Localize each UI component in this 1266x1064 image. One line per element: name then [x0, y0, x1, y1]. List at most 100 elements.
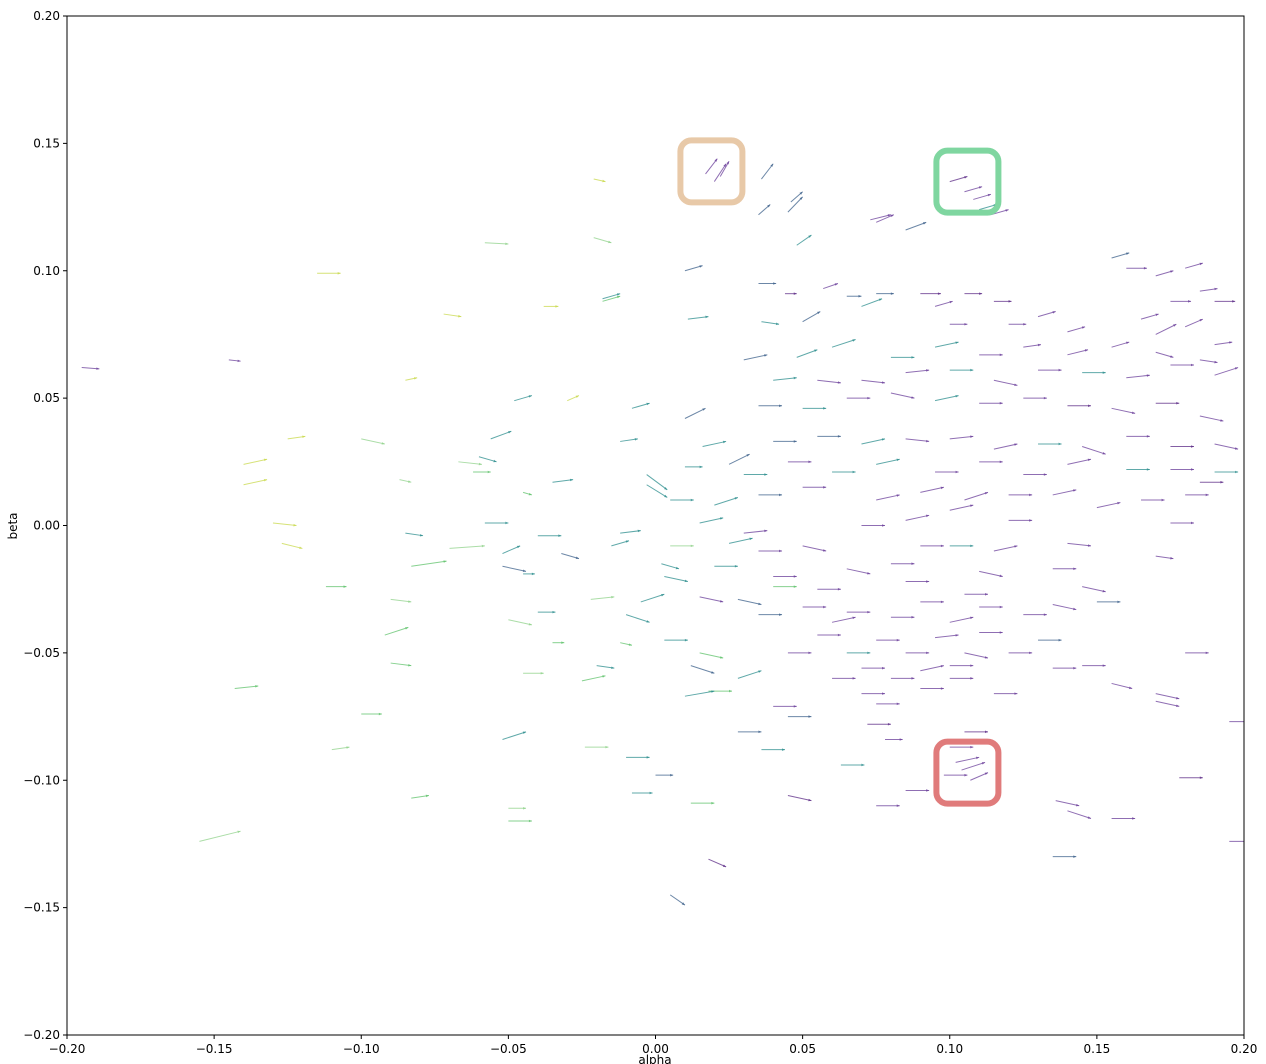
y-tick-label: 0.20: [33, 9, 60, 23]
quiver-arrow: [581, 675, 606, 682]
quiver-arrow: [602, 293, 621, 300]
quiver-arrow: [543, 305, 559, 308]
quiver-arrow: [390, 662, 412, 667]
quiver-arrow: [790, 191, 803, 203]
quiver-arrow: [890, 356, 915, 359]
quiver-arrow: [1037, 311, 1056, 318]
quiver-arrow: [1155, 270, 1174, 277]
quiver-arrow: [473, 470, 491, 474]
quiver-arrow: [1155, 693, 1180, 700]
quiver-arrow: [979, 353, 1003, 357]
quiver-arrow: [1155, 323, 1177, 335]
quiver-arrow: [684, 465, 703, 469]
quiver-arrow: [846, 651, 871, 655]
quiver-arrow: [234, 685, 259, 690]
quiver-arrow: [626, 756, 650, 759]
quiver-arrow: [1170, 468, 1194, 471]
quiver-arrow: [943, 773, 968, 777]
y-tick-label: −0.20: [23, 1028, 60, 1042]
y-tick-label: 0.05: [33, 391, 60, 405]
quiver-arrow: [596, 665, 615, 670]
quiver-arrow: [840, 763, 865, 767]
quiver-arrow: [949, 745, 974, 749]
quiver-arrow: [1008, 493, 1033, 497]
quiver-arrow: [949, 664, 974, 667]
quiver-arrow: [993, 379, 1018, 387]
x-tick-label: 0.05: [789, 1042, 816, 1056]
quiver-arrow: [758, 282, 777, 285]
quiver-arrow: [1126, 435, 1150, 438]
x-axis-label: alpha: [638, 1053, 671, 1064]
quiver-arrow: [399, 479, 412, 483]
quiver-arrow: [1214, 341, 1233, 346]
annotation-box: [933, 738, 1002, 807]
quiver-arrow: [867, 722, 891, 726]
quiver-arrow: [243, 479, 268, 486]
quiver-arrow: [1141, 498, 1165, 502]
quiver-arrow: [949, 368, 974, 372]
quiver-arrow: [1067, 326, 1086, 333]
quiver-arrow: [502, 565, 527, 572]
quiver-arrow: [684, 407, 706, 419]
quiver-arrow: [758, 549, 783, 553]
quiver-arrow: [1155, 401, 1180, 405]
y-tick-label: 0.15: [33, 136, 60, 150]
quiver-arrow: [876, 638, 900, 642]
quiver-arrow: [846, 568, 871, 575]
quiver-arrow: [1096, 600, 1121, 604]
quiver-arrow: [758, 613, 783, 616]
quiver-arrow: [523, 671, 544, 675]
x-tick-label: −0.05: [490, 1042, 527, 1056]
quiver-arrow: [920, 292, 941, 295]
quiver-arrow: [993, 300, 1012, 303]
quiver-arrow: [1096, 501, 1121, 509]
quiver-arrow: [817, 587, 841, 591]
quiver-arrow: [1111, 817, 1136, 820]
x-tick-label: 0.10: [936, 1042, 963, 1056]
quiver-arrow: [876, 494, 900, 501]
quiver-arrow: [317, 271, 341, 275]
quiver-arrow: [1052, 489, 1077, 496]
quiver-arrow: [935, 470, 959, 474]
quiver-arrow: [331, 746, 350, 751]
quiver-arrow: [664, 638, 688, 642]
quiver-arrow: [949, 616, 974, 623]
quiver-arrow: [1111, 341, 1130, 348]
annotation-boxes: [677, 137, 1002, 807]
quiver-arrow: [787, 460, 812, 464]
quiver-arrow: [458, 461, 482, 466]
quiver-arrow: [620, 642, 633, 646]
quiver-arrow: [832, 470, 856, 474]
quiver-arrow: [449, 544, 485, 549]
quiver-arrow: [690, 665, 715, 674]
quiver-arrow: [411, 560, 447, 567]
quiver-arrow: [620, 438, 638, 442]
quiver-arrow: [502, 545, 521, 554]
quiver-arrow: [1055, 800, 1080, 807]
quiver-arrow: [1214, 443, 1239, 450]
quiver-arrow: [817, 435, 841, 438]
quiver-arrow: [1082, 371, 1106, 374]
quiver-arrow: [81, 367, 100, 370]
quiver-arrow: [876, 292, 894, 295]
quiver-arrow: [905, 369, 930, 374]
quiver-arrow: [508, 819, 532, 823]
quiver-arrow: [1155, 700, 1180, 708]
quiver-arrow: [281, 542, 303, 549]
quiver-arrow: [1126, 468, 1150, 471]
quiver-arrow: [890, 677, 915, 680]
quiver-arrow: [758, 404, 783, 408]
quiver-arrow: [773, 705, 797, 708]
quiver-arrow: [905, 438, 930, 443]
quiver-arrow: [817, 633, 841, 637]
quiver-arrow: [890, 562, 915, 566]
y-tick-label: −0.05: [23, 646, 60, 660]
quiver-arrow: [478, 456, 497, 463]
quiver-arrow: [1082, 446, 1106, 455]
quiver-arrow: [964, 730, 989, 734]
quiver-arrow: [773, 575, 797, 578]
quiver-arrow: [1023, 473, 1047, 476]
quiver-arrow: [699, 517, 724, 524]
quiver-arrow: [796, 234, 812, 246]
quiver-arrow: [1111, 682, 1133, 690]
